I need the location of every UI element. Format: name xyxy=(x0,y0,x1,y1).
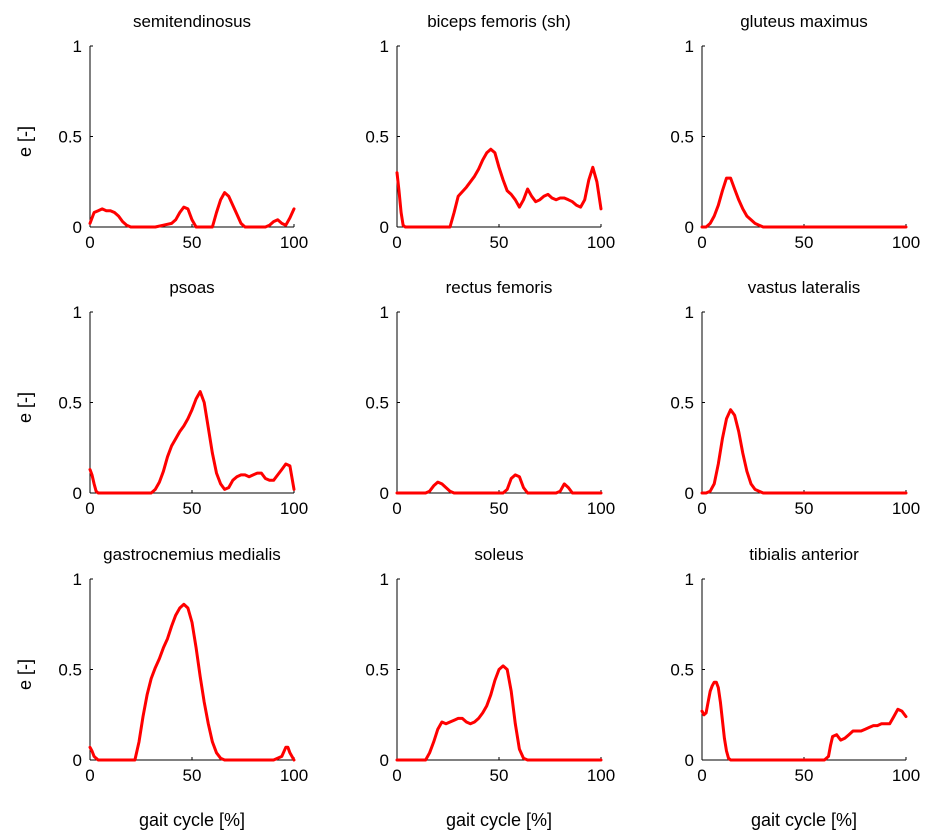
series-line xyxy=(395,147,603,229)
x-axis-label: gait cycle [%] xyxy=(751,810,857,830)
panel-title: gastrocnemius medialis xyxy=(103,545,281,564)
x-tick-label: 100 xyxy=(892,233,920,252)
y-tick-label: 0.5 xyxy=(670,661,694,680)
x-tick-label: 50 xyxy=(795,499,814,518)
y-tick-label: 0.5 xyxy=(365,394,389,413)
x-tick-label: 50 xyxy=(490,499,509,518)
x-tick-label: 0 xyxy=(85,233,94,252)
x-tick-label: 100 xyxy=(587,233,615,252)
x-tick-label: 100 xyxy=(587,499,615,518)
y-tick-label: 0.5 xyxy=(670,128,694,147)
y-tick-label: 0 xyxy=(685,218,694,237)
y-tick-label: 0 xyxy=(380,751,389,770)
y-tick-label: 0.5 xyxy=(365,128,389,147)
y-tick-label: 1 xyxy=(685,570,694,589)
y-tick-label: 1 xyxy=(73,37,82,56)
x-tick-label: 0 xyxy=(392,499,401,518)
y-tick-label: 1 xyxy=(685,37,694,56)
x-tick-label: 100 xyxy=(280,766,308,785)
x-tick-label: 50 xyxy=(490,233,509,252)
x-tick-label: 50 xyxy=(490,766,509,785)
panel-title: rectus femoris xyxy=(446,278,553,297)
x-tick-label: 100 xyxy=(280,499,308,518)
panel-title: soleus xyxy=(474,545,523,564)
panel-title: tibialis anterior xyxy=(749,545,859,564)
x-tick-label: 0 xyxy=(697,766,706,785)
y-tick-label: 0 xyxy=(380,484,389,503)
panel-title: semitendinosus xyxy=(133,12,251,31)
y-tick-label: 1 xyxy=(73,303,82,322)
y-tick-label: 1 xyxy=(685,303,694,322)
y-tick-label: 0 xyxy=(380,218,389,237)
y-axis-label: e [-] xyxy=(15,392,35,423)
panel-title: psoas xyxy=(169,278,214,297)
y-tick-label: 1 xyxy=(380,37,389,56)
x-tick-label: 0 xyxy=(697,233,706,252)
x-tick-label: 0 xyxy=(392,766,401,785)
x-tick-label: 0 xyxy=(392,233,401,252)
y-tick-label: 1 xyxy=(73,570,82,589)
x-tick-label: 100 xyxy=(892,766,920,785)
x-tick-label: 0 xyxy=(85,499,94,518)
series-line xyxy=(88,390,296,495)
x-tick-label: 50 xyxy=(183,499,202,518)
x-tick-label: 50 xyxy=(795,233,814,252)
y-tick-label: 0.5 xyxy=(58,128,82,147)
y-tick-label: 0.5 xyxy=(58,394,82,413)
x-tick-label: 50 xyxy=(183,766,202,785)
y-axis-label: e [-] xyxy=(15,659,35,690)
y-tick-label: 0 xyxy=(73,751,82,770)
x-tick-label: 50 xyxy=(183,233,202,252)
y-tick-label: 1 xyxy=(380,570,389,589)
series-line xyxy=(88,602,296,762)
series-line xyxy=(700,680,908,762)
y-tick-label: 0 xyxy=(685,484,694,503)
x-tick-label: 100 xyxy=(587,766,615,785)
y-axis-label: e [-] xyxy=(15,126,35,157)
y-tick-label: 0 xyxy=(73,484,82,503)
y-tick-label: 0.5 xyxy=(58,661,82,680)
series-line xyxy=(395,473,603,495)
panel-title: vastus lateralis xyxy=(748,278,860,297)
series-line xyxy=(88,191,296,229)
x-tick-label: 100 xyxy=(280,233,308,252)
x-tick-label: 0 xyxy=(85,766,94,785)
series-line xyxy=(700,408,908,495)
series-line xyxy=(700,176,908,229)
x-axis-label: gait cycle [%] xyxy=(139,810,245,830)
y-tick-label: 0.5 xyxy=(670,394,694,413)
x-tick-label: 50 xyxy=(795,766,814,785)
x-tick-label: 100 xyxy=(892,499,920,518)
series-line xyxy=(395,664,603,762)
x-tick-label: 0 xyxy=(697,499,706,518)
x-axis-label: gait cycle [%] xyxy=(446,810,552,830)
panel-title: gluteus maximus xyxy=(740,12,868,31)
panel-title: biceps femoris (sh) xyxy=(427,12,571,31)
y-tick-label: 0.5 xyxy=(365,661,389,680)
y-tick-label: 0 xyxy=(73,218,82,237)
y-tick-label: 1 xyxy=(380,303,389,322)
y-tick-label: 0 xyxy=(685,751,694,770)
